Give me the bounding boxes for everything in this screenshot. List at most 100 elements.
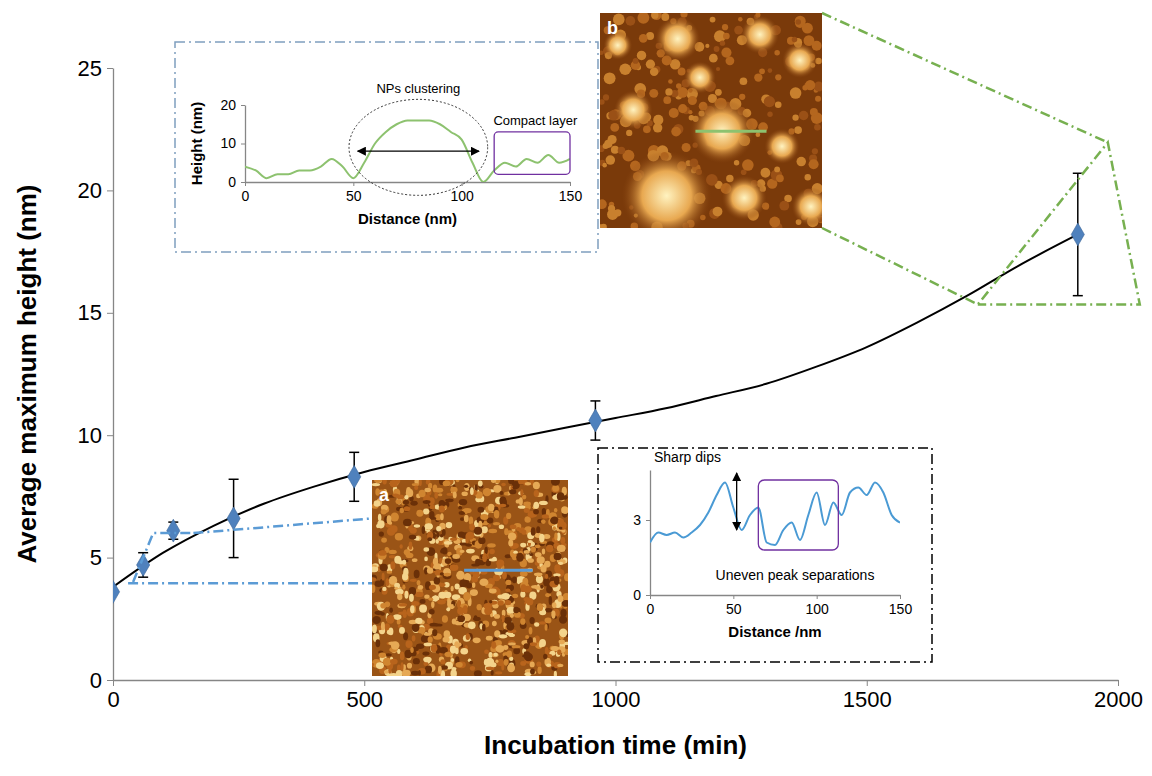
afm-grain [626, 16, 636, 26]
afm-grain [386, 578, 390, 586]
afm-grain [528, 540, 533, 543]
afm-grain [410, 647, 413, 653]
afm-grain [512, 645, 521, 648]
afm-grain [610, 123, 619, 132]
afm-grain [491, 670, 494, 676]
afm-texture [600, 13, 822, 228]
afm-grain [606, 155, 616, 165]
afm-grain [445, 558, 452, 564]
series [113, 234, 1078, 587]
afm-grain [469, 524, 474, 531]
tick-label: 1500 [843, 687, 892, 712]
profile-line [464, 569, 533, 572]
afm-grain [760, 168, 770, 178]
afm-grain [415, 618, 422, 624]
afm-grain [412, 635, 416, 641]
afm-grain [378, 550, 386, 556]
afm-grain [401, 662, 404, 671]
afm-grain [527, 558, 534, 563]
afm-grain [439, 583, 446, 587]
afm-grain [372, 567, 378, 573]
afm-grain [404, 495, 408, 500]
afm-grain [455, 584, 460, 590]
afm-grain [643, 126, 651, 134]
afm-grain [457, 600, 461, 608]
afm-grain [434, 577, 440, 585]
afm-grain [602, 163, 607, 168]
afm-grain [451, 658, 454, 662]
afm-grain [488, 524, 491, 527]
inset-frame [175, 42, 598, 252]
afm-particle [792, 187, 822, 225]
x-axis-title: Incubation time (min) [484, 730, 747, 760]
axis: 050100150 [647, 595, 913, 617]
afm-grain [470, 487, 474, 495]
afm-grain [668, 79, 673, 84]
afm-grain [402, 573, 408, 580]
error-bar-cap [229, 479, 239, 481]
afm-grain [802, 23, 813, 34]
width-arrow [358, 151, 479, 152]
tick: 10 [78, 423, 113, 448]
afm-grain [410, 605, 415, 613]
afm-grain [425, 523, 433, 529]
afm-grain [614, 209, 621, 216]
image-label: b [607, 18, 618, 38]
afm-grain [557, 545, 566, 552]
afm-grain [377, 520, 384, 528]
afm-grain [531, 585, 539, 589]
afm-grain [516, 499, 521, 503]
afm-grain [501, 483, 505, 487]
afm-grain [539, 621, 546, 624]
afm-grain [435, 488, 443, 493]
background [0, 0, 1152, 776]
afm-particle [614, 91, 652, 129]
afm-grain [486, 636, 493, 641]
afm-grain [790, 87, 802, 99]
afm-grain [469, 661, 473, 665]
tick-mark [107, 313, 113, 314]
tick: 0 [228, 174, 245, 190]
tick: 1000 [592, 680, 641, 712]
afm-grain [492, 621, 497, 626]
afm-grain [545, 647, 549, 655]
image-label: a [379, 485, 390, 505]
afm-grain [409, 587, 416, 595]
tick: 10 [220, 135, 245, 151]
afm-grain [522, 530, 527, 535]
afm-grain [671, 127, 681, 137]
error-bar-cap [229, 557, 239, 559]
afm-grain [720, 40, 725, 45]
afm-grain [380, 603, 386, 609]
afm-grain [663, 96, 671, 104]
tick: 100 [805, 595, 829, 617]
point [1071, 223, 1084, 246]
afm-grain [513, 607, 519, 613]
afm-grain [390, 480, 398, 487]
afm-grain [464, 485, 468, 488]
afm-grain [394, 556, 401, 564]
afm-grain [450, 604, 454, 609]
tick-mark [107, 435, 113, 436]
error-bar-cap [349, 452, 359, 454]
afm-grain [414, 485, 418, 490]
afm-grain [414, 524, 420, 527]
x-axis-title: Distance (nm) [358, 210, 457, 227]
afm-grain [417, 580, 421, 585]
afm-grain [415, 592, 424, 597]
afm-grain [458, 506, 462, 510]
afm-grain [488, 529, 497, 533]
afm-grain [420, 599, 426, 604]
afm-grain [441, 548, 446, 552]
afm-grain [411, 601, 419, 606]
afm-grain [424, 557, 428, 562]
tick: 5 [90, 545, 113, 570]
afm-grain [376, 662, 384, 669]
afm-grain [447, 597, 451, 605]
afm-grain [520, 571, 528, 577]
afm-grain [484, 649, 489, 654]
afm-grain [530, 662, 535, 668]
afm-particle [764, 129, 799, 164]
afm-grain [416, 510, 423, 517]
tick: 0 [90, 668, 113, 693]
